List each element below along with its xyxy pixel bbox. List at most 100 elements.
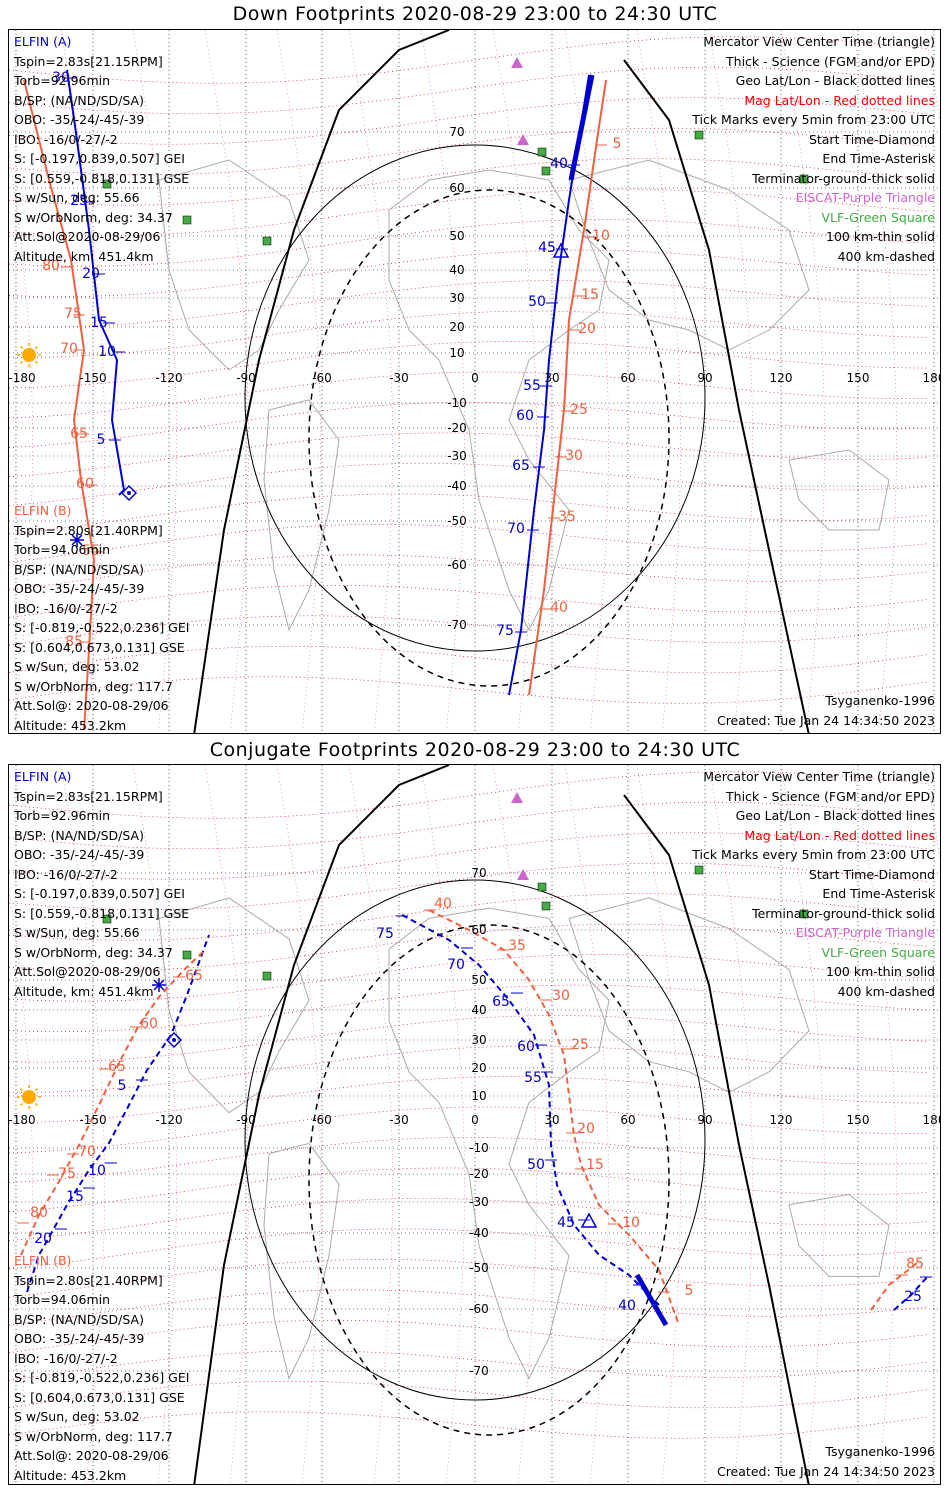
info-line: Altitude, km: 451.4km bbox=[14, 248, 154, 264]
elfin-b-info: ELFIN (B) Tspin=2.80s[21.40RPM] Torb=94.… bbox=[14, 501, 189, 733]
lon-tick-label: 30 bbox=[544, 371, 559, 385]
legend-line: Thick - Science (FGM and/or EPD) bbox=[726, 788, 935, 804]
legend: Mercator View Center Time (triangle) Thi… bbox=[692, 32, 935, 266]
lon-tick-label: -90 bbox=[236, 371, 256, 385]
sun-icon bbox=[22, 348, 36, 362]
start-diamond-icon bbox=[165, 1031, 183, 1049]
lon-tick-label: -150 bbox=[79, 1113, 106, 1127]
mag-lon-line bbox=[276, 30, 321, 731]
lon-tick-label: -90 bbox=[236, 1113, 256, 1127]
vlf-square-icon bbox=[102, 914, 112, 924]
lat-tick-label: -10 bbox=[469, 1141, 489, 1155]
model-info: Tsyganenko-1996 Created: Tue Jan 24 14:3… bbox=[717, 691, 935, 730]
track-time-label: 40 bbox=[550, 156, 568, 172]
track-time-label: 65 bbox=[512, 458, 530, 474]
legend-line: Thick - Science (FGM and/or EPD) bbox=[726, 53, 935, 69]
sun-icon bbox=[22, 1090, 36, 1104]
info-line: Att.Sol@: 2020-08-29/06 bbox=[14, 1448, 169, 1463]
tracks-down bbox=[23, 69, 607, 731]
info-line: IBO: -16/0/-27/-2 bbox=[14, 600, 118, 616]
track-time-label: 25 bbox=[70, 193, 88, 209]
vlf-square-icon bbox=[694, 865, 704, 875]
legend-line: Mercator View Center Time (triangle) bbox=[703, 34, 935, 49]
vlf-square-icon bbox=[537, 882, 547, 892]
track-time-label: 80 bbox=[42, 258, 60, 274]
end-asterisk-icon bbox=[153, 979, 165, 991]
mag-lon-line bbox=[852, 30, 897, 731]
elfin-a-track bbox=[26, 934, 210, 1293]
info-line: B/SP: (NA/ND/SD/SA) bbox=[14, 561, 144, 577]
mag-lon-line bbox=[348, 765, 393, 1484]
lat-tick-label: 30 bbox=[449, 291, 464, 305]
track-time-label: 10 bbox=[98, 344, 116, 360]
lat-tick-label: -20 bbox=[469, 1167, 489, 1181]
info-line: B/SP: (NA/ND/SD/SA) bbox=[14, 92, 144, 108]
terminator-west bbox=[193, 30, 450, 733]
map-panel-conjugate: -180 -150 -120 -90 -60 -30 0 30 60 90 120 150 180 70 6… bbox=[8, 764, 941, 1485]
legend-line: EISCAT-Purple Triangle bbox=[795, 925, 935, 940]
footprint-100km bbox=[244, 879, 706, 1401]
track-time-label: 80 bbox=[30, 1205, 48, 1221]
info-line: S w/Sun, deg: 55.66 bbox=[14, 925, 140, 940]
map-canvas-conjugate: -180 -150 -120 -90 -60 -30 0 30 60 90 120 150 180 70 6… bbox=[9, 765, 940, 1484]
end-asterisk-icon bbox=[71, 534, 83, 546]
lat-tick-label: -70 bbox=[469, 1364, 489, 1378]
lat-tick-label: 20 bbox=[471, 1061, 486, 1075]
info-line: IBO: -16/0/-27/-2 bbox=[14, 1350, 118, 1366]
track-time-label: 25 bbox=[904, 1289, 922, 1305]
info-line: Altitude: 453.2km bbox=[14, 1467, 127, 1483]
info-line: IBO: -16/0/-27/-2 bbox=[14, 131, 118, 147]
model-info: Tsyganenko-1996 Created: Tue Jan 24 14:3… bbox=[717, 1442, 935, 1481]
lat-tick-label: 40 bbox=[471, 1003, 486, 1017]
lat-tick-label: -60 bbox=[447, 558, 467, 572]
lon-tick-label: -150 bbox=[79, 371, 106, 385]
lon-tick-label: 150 bbox=[847, 371, 870, 385]
legend-line: 400 km-dashed bbox=[837, 248, 935, 264]
mag-lon-line bbox=[60, 30, 105, 731]
elfin-a-info: ELFIN (A) Tspin=2.83s[21.15RPM] Torb=92.… bbox=[14, 767, 189, 1001]
vlf-square-icon bbox=[262, 236, 272, 246]
continent-outline bbox=[788, 1194, 890, 1277]
legend-line: Mag Lat/Lon - Red dotted lines bbox=[744, 92, 935, 108]
legend-line: Tick Marks every 5min from 23:00 UTC bbox=[692, 112, 935, 127]
track-time-label: 70 bbox=[447, 957, 465, 973]
lon-tick-label: 120 bbox=[770, 371, 793, 385]
info-line: S w/OrbNorm, deg: 34.37 bbox=[14, 944, 173, 960]
track-time-label: 5 bbox=[685, 1283, 694, 1299]
mag-lon-line bbox=[636, 30, 681, 731]
track-time-label: 60 bbox=[516, 408, 534, 424]
mag-lon-line bbox=[9, 150, 33, 731]
legend-line: VLF-Green Square bbox=[821, 209, 935, 225]
track-time-label: 15 bbox=[90, 315, 108, 331]
info-line: Tspin=2.80s[21.40RPM] bbox=[14, 1272, 163, 1288]
continent-outline bbox=[158, 159, 310, 371]
track-time-label: 60 bbox=[140, 1016, 158, 1032]
sun-ray bbox=[34, 1102, 39, 1107]
info-line: S w/Sun, deg: 53.02 bbox=[14, 659, 140, 674]
track-time-label: 40 bbox=[550, 600, 568, 616]
lon-tick-label: -30 bbox=[389, 1113, 409, 1127]
track-time-label: 50 bbox=[527, 1157, 545, 1173]
info-line: B/SP: (NA/ND/SD/SA) bbox=[14, 1311, 144, 1327]
elfin-b-track bbox=[20, 949, 206, 1256]
lat-tick-label: -10 bbox=[447, 396, 467, 410]
track-time-label: 25 bbox=[571, 1037, 589, 1053]
info-line: S: [0.559,-0.818,0.131] GSE bbox=[14, 905, 190, 921]
elfin-a-track bbox=[66, 69, 126, 496]
stations-conjugate bbox=[17, 792, 809, 1109]
elfin-a-track-east-science bbox=[634, 1273, 669, 1327]
mag-lon-line bbox=[204, 30, 249, 731]
track-time-label: 65 bbox=[185, 968, 203, 984]
footprint-400km bbox=[308, 924, 670, 1436]
continent-outline bbox=[568, 897, 810, 1093]
map-panel-down: -180 -150 -120 -90 -60 -30 0 30 60 90 120 150 180 70 6… bbox=[8, 29, 941, 734]
info-line: OBO: -35/-24/-45/-39 bbox=[14, 581, 145, 596]
elfin-a-track-far-east bbox=[893, 1274, 930, 1311]
info-line: Tspin=2.80s[21.40RPM] bbox=[14, 522, 163, 538]
track-time-label: 45 bbox=[538, 240, 556, 256]
legend-line: Geo Lat/Lon - Black dotted lines bbox=[735, 73, 935, 88]
track-time-label: 40 bbox=[618, 1298, 636, 1314]
mag-lat-line bbox=[9, 402, 930, 448]
track-time-label: 75 bbox=[376, 926, 394, 942]
legend-line: Tick Marks every 5min from 23:00 UTC bbox=[692, 847, 935, 862]
